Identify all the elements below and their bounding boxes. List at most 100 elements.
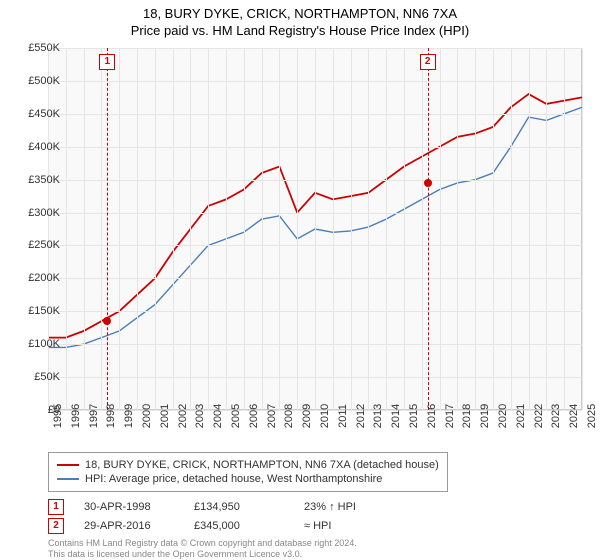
x-tick-label: 2025: [586, 404, 598, 428]
transaction-price: £345,000: [194, 520, 284, 532]
x-tick-label: 2005: [230, 404, 242, 428]
gridline-v: [66, 48, 67, 410]
x-tick-label: 2012: [355, 404, 367, 428]
gridline-v: [457, 48, 458, 410]
gridline-v: [48, 48, 49, 410]
legend-item: HPI: Average price, detached house, West…: [57, 473, 439, 485]
gridline-v: [564, 48, 565, 410]
transaction-marker: 1: [48, 499, 64, 515]
x-tick-label: 1998: [105, 404, 117, 428]
transaction-marker: 2: [48, 518, 64, 534]
title-sub: Price paid vs. HM Land Registry's House …: [0, 23, 600, 38]
x-tick-label: 2018: [461, 404, 473, 428]
gridline-v: [226, 48, 227, 410]
legend-swatch: [57, 478, 79, 480]
gridline-v: [315, 48, 316, 410]
x-tick-label: 2011: [337, 404, 349, 428]
gridline-v: [386, 48, 387, 410]
marker-dot: [424, 179, 432, 187]
x-tick-label: 2019: [479, 404, 491, 428]
marker-dot: [103, 317, 111, 325]
transaction-date: 30-APR-1998: [84, 501, 174, 513]
gridline-v: [422, 48, 423, 410]
marker-vline: [428, 48, 429, 410]
transactions-table: 1 30-APR-1998 £134,950 23% ↑ HPI 2 29-AP…: [48, 496, 394, 537]
x-tick-label: 2010: [319, 404, 331, 428]
gridline-v: [101, 48, 102, 410]
x-tick-label: 2013: [372, 404, 384, 428]
gridline-v: [137, 48, 138, 410]
y-tick-label: £450K: [16, 108, 60, 120]
y-tick-label: £150K: [16, 305, 60, 317]
legend-swatch: [57, 464, 79, 466]
x-tick-label: 1995: [52, 404, 64, 428]
gridline-v: [546, 48, 547, 410]
legend-item: 18, BURY DYKE, CRICK, NORTHAMPTON, NN6 7…: [57, 459, 439, 471]
titles: 18, BURY DYKE, CRICK, NORTHAMPTON, NN6 7…: [0, 0, 600, 38]
plot-area: 12: [48, 48, 582, 410]
attribution-line: This data is licensed under the Open Gov…: [48, 549, 357, 560]
y-tick-label: £100K: [16, 338, 60, 350]
x-tick-label: 2008: [283, 404, 295, 428]
gridline-v: [351, 48, 352, 410]
gridline-v: [493, 48, 494, 410]
marker-vline: [107, 48, 108, 410]
y-tick-label: £50K: [16, 371, 60, 383]
marker-number: 2: [420, 54, 436, 70]
transaction-row: 2 29-APR-2016 £345,000 ≈ HPI: [48, 518, 394, 534]
gridline-v: [529, 48, 530, 410]
y-tick-label: £300K: [16, 207, 60, 219]
gridline-v: [333, 48, 334, 410]
x-tick-label: 2022: [533, 404, 545, 428]
gridline-v: [297, 48, 298, 410]
gridline-v: [279, 48, 280, 410]
x-tick-label: 2017: [444, 404, 456, 428]
gridline-v: [119, 48, 120, 410]
legend-label: 18, BURY DYKE, CRICK, NORTHAMPTON, NN6 7…: [85, 459, 439, 471]
transaction-date: 29-APR-2016: [84, 520, 174, 532]
attribution-line: Contains HM Land Registry data © Crown c…: [48, 538, 357, 549]
x-tick-label: 1999: [123, 404, 135, 428]
chart-container: 18, BURY DYKE, CRICK, NORTHAMPTON, NN6 7…: [0, 0, 600, 560]
gridline-v: [244, 48, 245, 410]
gridline-v: [404, 48, 405, 410]
x-tick-label: 1997: [88, 404, 100, 428]
transaction-delta: ≈ HPI: [304, 520, 394, 532]
x-tick-label: 2002: [177, 404, 189, 428]
title-main: 18, BURY DYKE, CRICK, NORTHAMPTON, NN6 7…: [0, 6, 600, 21]
gridline-v: [368, 48, 369, 410]
attribution: Contains HM Land Registry data © Crown c…: [48, 538, 357, 560]
y-tick-label: £200K: [16, 272, 60, 284]
gridline-v: [440, 48, 441, 410]
y-tick-label: £400K: [16, 141, 60, 153]
x-tick-label: 2024: [568, 404, 580, 428]
transaction-price: £134,950: [194, 501, 284, 513]
x-tick-label: 2020: [497, 404, 509, 428]
transaction-delta: 23% ↑ HPI: [304, 501, 394, 513]
x-tick-label: 2021: [515, 404, 527, 428]
x-tick-label: 2023: [550, 404, 562, 428]
y-tick-label: £500K: [16, 75, 60, 87]
gridline-v: [582, 48, 583, 410]
x-tick-label: 2016: [426, 404, 438, 428]
x-tick-label: 2001: [159, 404, 171, 428]
gridline-v: [84, 48, 85, 410]
gridline-v: [173, 48, 174, 410]
x-tick-label: 2003: [194, 404, 206, 428]
gridline-v: [511, 48, 512, 410]
y-tick-label: £350K: [16, 174, 60, 186]
x-tick-label: 2006: [248, 404, 260, 428]
gridline-v: [190, 48, 191, 410]
x-tick-label: 2007: [266, 404, 278, 428]
marker-number: 1: [99, 54, 115, 70]
gridline-v: [155, 48, 156, 410]
y-tick-label: £550K: [16, 42, 60, 54]
x-tick-label: 2015: [408, 404, 420, 428]
x-tick-label: 2014: [390, 404, 402, 428]
transaction-row: 1 30-APR-1998 £134,950 23% ↑ HPI: [48, 499, 394, 515]
x-tick-label: 2000: [141, 404, 153, 428]
y-tick-label: £250K: [16, 239, 60, 251]
gridline-v: [208, 48, 209, 410]
x-tick-label: 1996: [70, 404, 82, 428]
legend-label: HPI: Average price, detached house, West…: [85, 473, 382, 485]
